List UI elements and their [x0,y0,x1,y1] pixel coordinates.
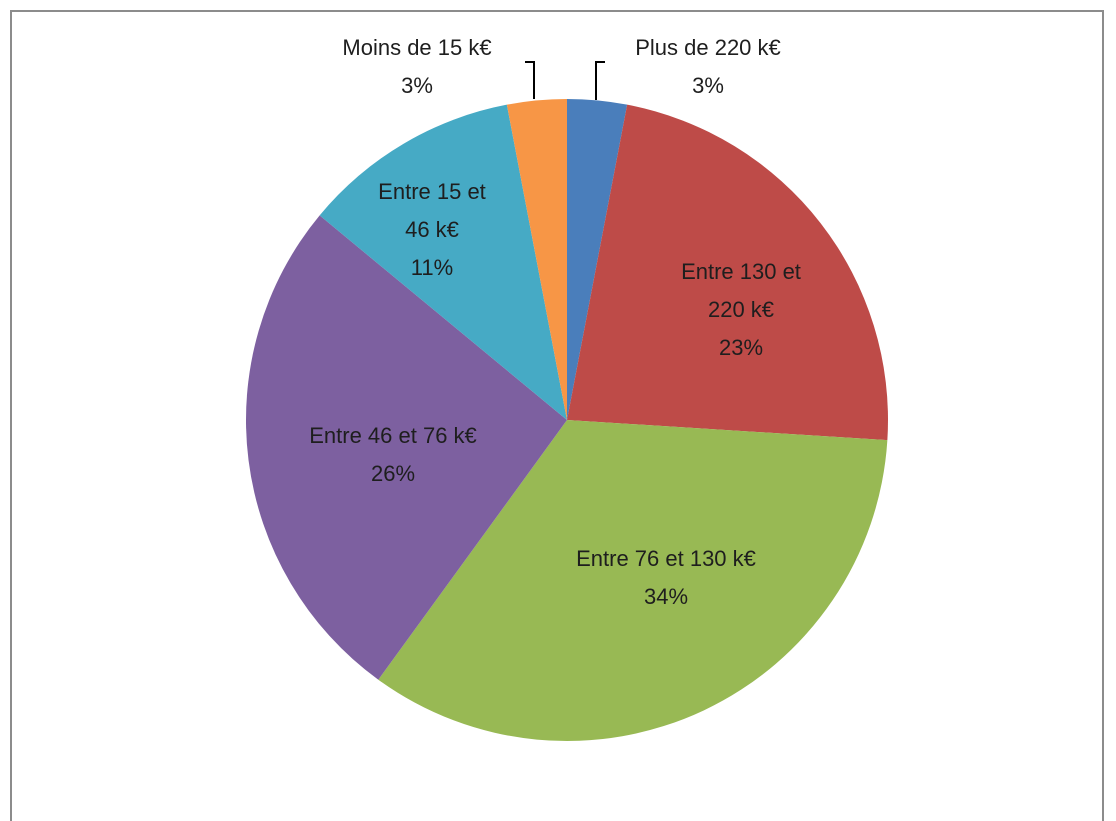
leader-line [525,61,535,99]
category-label: Entre 15 et 46 k€ [378,179,486,242]
value-label: 23% [718,335,764,360]
slice-label: Entre 130 et 220 k€ 23% [666,253,816,367]
pie-slice [567,99,628,420]
leader-line [595,61,605,100]
value-label: 3% [401,73,433,98]
slice-label: Entre 15 et 46 k€ 11% [377,173,487,287]
pie-slice [319,104,567,420]
value-label: 26% [370,461,416,486]
pie-slice [245,215,568,680]
slice-label: Entre 46 et 76 k€ 26% [273,417,513,493]
pie-slice [378,420,888,741]
pie-slice [567,104,888,441]
category-label: Moins de 15 k€ [342,35,492,60]
slice-label: Entre 76 et 130 k€ 34% [536,540,796,616]
value-label: 34% [643,584,689,609]
category-label: Entre 76 et 130 k€ [576,546,756,571]
category-label: Plus de 220 k€ [635,35,781,60]
slice-label: Moins de 15 k€ 3% [307,29,527,105]
category-label: Entre 130 et 220 k€ [681,259,801,322]
slice-label: Plus de 220 k€ 3% [598,29,818,105]
category-label: Entre 46 et 76 k€ [309,423,477,448]
chart-frame [10,10,1104,821]
value-label: 11% [410,255,454,280]
value-label: 3% [692,73,724,98]
pie-slice [506,99,567,420]
